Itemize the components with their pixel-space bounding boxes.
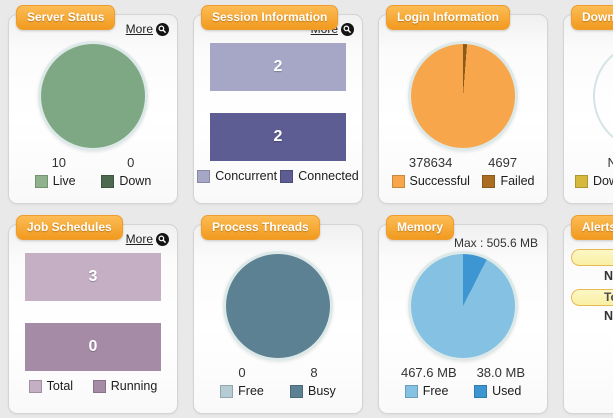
legend: Successful Failed [379, 174, 547, 188]
legend: Free Used [379, 384, 547, 398]
legend-label-live: Live [52, 174, 76, 188]
legend-swatch-download [575, 174, 588, 188]
legend-label-download: Down [593, 174, 613, 188]
legend: Free Busy [194, 384, 362, 398]
legend-swatch-running [92, 379, 106, 393]
chart-values: 467.6 MB 38.0 MB [379, 365, 547, 380]
bar-concurrent: 2 [210, 43, 346, 91]
card-title: Memory [397, 220, 444, 234]
legend-swatch-total [28, 379, 42, 393]
legend-swatch-down [101, 174, 115, 188]
card-title-badge: Login Information [386, 5, 510, 30]
card-title-badge: Download [571, 5, 613, 30]
pie-chart-process-threads [223, 251, 333, 361]
legend-label-connected: Connected [298, 169, 359, 183]
bar-value-concurrent: 2 [273, 58, 283, 75]
value-memory-used: 38.0 MB [476, 365, 525, 380]
card-session-information: Session Information More 2 2 Concurrent … [193, 5, 363, 204]
alert-section-header: To [571, 289, 613, 306]
legend-swatch-concurrent [197, 169, 211, 183]
value-live: 10 [51, 155, 67, 170]
pie-chart-memory [408, 251, 518, 361]
chart-values: 378634 4697 [379, 155, 547, 170]
alert-section-label: To [604, 290, 613, 304]
zoom-icon[interactable] [156, 22, 169, 36]
legend-swatch-live [34, 174, 48, 188]
card-title: Alerts [582, 220, 613, 234]
bar-running: 0 [25, 323, 161, 371]
legend-swatch-memory-used [474, 384, 488, 398]
legend-label-memory-free: Free [422, 384, 449, 398]
legend-swatch-connected [280, 169, 294, 183]
legend-label-failed: Failed [500, 174, 535, 188]
bar-connected: 2 [210, 113, 346, 161]
card-job-schedules: Job Schedules More 3 0 Total Running [8, 215, 178, 414]
pie-chart-server-status [38, 41, 148, 151]
legend: Live Down [9, 174, 177, 188]
value-free: 0 [238, 365, 246, 380]
zoom-icon[interactable] [156, 232, 169, 246]
card-memory: Memory Max : 505.6 MB 467.6 MB 38.0 MB F… [378, 215, 548, 414]
legend-swatch-successful [391, 174, 405, 188]
legend-swatch-memory-free [404, 384, 418, 398]
legend-label-running: Running [110, 379, 158, 393]
empty-pie-chart-download [593, 41, 613, 151]
legend-swatch-failed [482, 174, 496, 188]
pie-chart-login-information [408, 41, 518, 151]
more-link[interactable]: More [126, 232, 169, 246]
value-download-left: NA [607, 155, 613, 170]
alert-note: No [604, 269, 613, 283]
more-label[interactable]: More [125, 232, 153, 246]
legend-swatch-busy [290, 384, 304, 398]
value-failed: 4697 [488, 155, 518, 170]
card-title: Login Information [397, 10, 499, 24]
card-server-status: Server Status More 10 0 Live Down [8, 5, 178, 204]
more-link[interactable]: More [126, 22, 169, 36]
legend-swatch-free [220, 384, 234, 398]
bar-value-total: 3 [88, 268, 98, 285]
bar-value-connected: 2 [273, 128, 283, 145]
card-alerts: Alerts No To No [563, 215, 613, 414]
chart-values: 10 0 [9, 155, 177, 170]
card-process-threads: Process Threads 0 8 Free Busy [193, 215, 363, 414]
card-download: Download NA Down [563, 5, 613, 204]
value-busy: 8 [310, 365, 318, 380]
chart-values: NA [564, 155, 613, 170]
value-down: 0 [127, 155, 135, 170]
card-title: Server Status [27, 10, 105, 24]
card-title-badge: Session Information [201, 5, 339, 30]
legend-label-successful: Successful [409, 174, 470, 188]
card-title-badge: Server Status [16, 5, 116, 30]
card-title: Job Schedules [27, 220, 112, 234]
legend: Total Running [9, 379, 177, 393]
card-login-information: Login Information 378634 4697 Successful… [378, 5, 548, 204]
zoom-icon[interactable] [341, 22, 354, 36]
legend-label-busy: Busy [308, 384, 336, 398]
value-memory-free: 467.6 MB [400, 365, 457, 380]
bar-value-running: 0 [88, 338, 98, 355]
legend-label-down: Down [119, 174, 152, 188]
legend-label-free: Free [238, 384, 264, 398]
legend: Concurrent Connected [194, 169, 362, 183]
legend-label-total: Total [46, 379, 74, 393]
chart-values: 0 8 [194, 365, 362, 380]
more-label[interactable]: More [125, 22, 153, 36]
legend-label-memory-used: Used [492, 384, 522, 398]
value-successful: 378634 [408, 155, 453, 170]
legend-label-concurrent: Concurrent [215, 169, 278, 183]
card-title-badge: Job Schedules [16, 215, 123, 240]
alert-note: No [604, 309, 613, 323]
bar-total: 3 [25, 253, 161, 301]
card-title: Process Threads [212, 220, 309, 234]
card-title: Download [582, 10, 613, 24]
card-title-badge: Memory [386, 215, 455, 240]
card-title-badge: Process Threads [201, 215, 320, 240]
legend: Down [564, 174, 613, 188]
alert-section-header [571, 249, 613, 266]
card-title-badge: Alerts [571, 215, 613, 240]
memory-max-label: Max : 505.6 MB [453, 236, 538, 250]
card-title: Session Information [212, 10, 328, 24]
